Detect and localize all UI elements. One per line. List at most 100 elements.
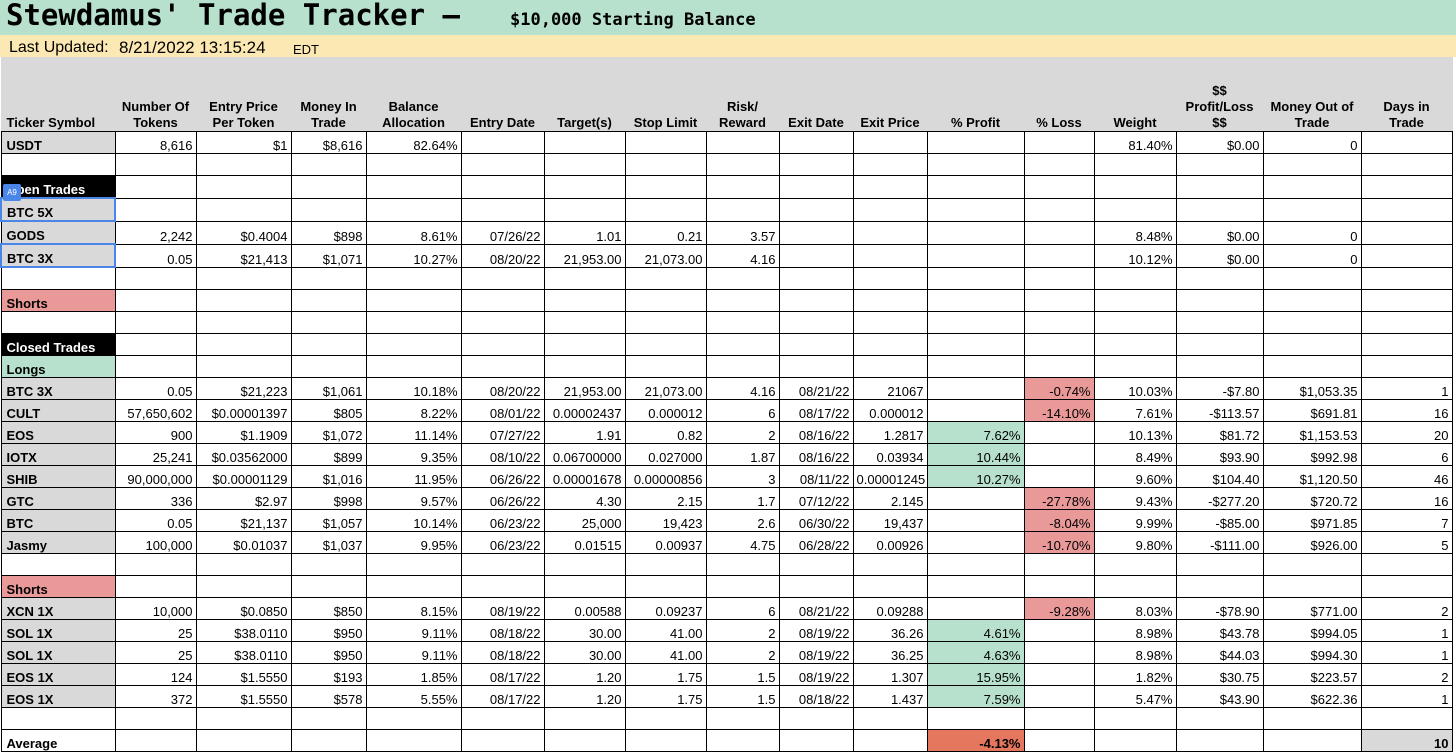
data-cell[interactable]: $994.05 xyxy=(1262,619,1362,642)
data-cell[interactable] xyxy=(926,266,1025,290)
data-cell[interactable]: 25 xyxy=(114,641,197,664)
column-header[interactable]: Ticker Symbol xyxy=(0,57,116,132)
data-cell[interactable]: 21,953.00 xyxy=(543,243,626,268)
data-cell[interactable]: 07/26/22 xyxy=(460,220,545,245)
data-cell[interactable] xyxy=(624,575,707,598)
ticker-cell[interactable]: SHIB xyxy=(0,465,116,488)
data-cell[interactable] xyxy=(852,707,928,730)
data-cell[interactable]: 7.59% xyxy=(926,685,1025,708)
data-cell[interactable]: $850 xyxy=(290,597,367,620)
data-cell[interactable] xyxy=(1175,729,1264,752)
data-cell[interactable] xyxy=(114,289,197,312)
data-cell[interactable] xyxy=(290,707,367,730)
column-header[interactable]: Stop Limit xyxy=(624,57,707,132)
data-cell[interactable]: 1 xyxy=(1360,685,1453,708)
data-cell[interactable]: $21,137 xyxy=(195,509,292,532)
data-cell[interactable] xyxy=(543,311,626,334)
data-cell[interactable]: 41.00 xyxy=(624,619,707,642)
data-cell[interactable]: 10.44% xyxy=(926,443,1025,466)
data-cell[interactable] xyxy=(852,243,928,268)
data-cell[interactable] xyxy=(778,355,854,378)
data-cell[interactable]: 10.13% xyxy=(1093,421,1177,444)
data-cell[interactable] xyxy=(1023,289,1095,312)
data-cell[interactable] xyxy=(1093,729,1177,752)
data-cell[interactable]: 06/30/22 xyxy=(778,509,854,532)
data-cell[interactable]: $0.0850 xyxy=(195,597,292,620)
data-cell[interactable] xyxy=(1175,707,1264,730)
data-cell[interactable]: $2.97 xyxy=(195,487,292,510)
ticker-cell[interactable]: BTC 3X xyxy=(0,377,116,400)
data-cell[interactable] xyxy=(1093,311,1177,334)
data-cell[interactable]: 0.09237 xyxy=(624,597,707,620)
data-cell[interactable]: 2,242 xyxy=(114,220,197,245)
data-cell[interactable] xyxy=(705,707,780,730)
data-cell[interactable] xyxy=(926,707,1025,730)
data-cell[interactable]: $1,016 xyxy=(290,465,367,488)
data-cell[interactable]: 4.16 xyxy=(705,377,780,400)
data-cell[interactable]: -$111.00 xyxy=(1175,531,1264,554)
data-cell[interactable]: 1 xyxy=(1360,377,1453,400)
data-cell[interactable]: 8.48% xyxy=(1093,220,1177,245)
data-cell[interactable]: 1.437 xyxy=(852,685,928,708)
data-cell[interactable]: $926.00 xyxy=(1262,531,1362,554)
data-cell[interactable] xyxy=(1093,153,1177,176)
data-cell[interactable]: 11.95% xyxy=(365,465,462,488)
data-cell[interactable]: 1 xyxy=(1360,641,1453,664)
data-cell[interactable] xyxy=(365,333,462,356)
data-cell[interactable]: 2.6 xyxy=(705,509,780,532)
data-cell[interactable]: 25 xyxy=(114,619,197,642)
data-cell[interactable] xyxy=(1360,175,1453,199)
ticker-cell[interactable]: SOL 1X xyxy=(0,619,116,642)
data-cell[interactable]: 1.82% xyxy=(1093,663,1177,686)
ticker-cell[interactable]: EOS 1X xyxy=(0,663,116,686)
data-cell[interactable] xyxy=(1023,465,1095,488)
data-cell[interactable]: 0.01515 xyxy=(543,531,626,554)
data-cell[interactable] xyxy=(926,175,1025,199)
data-cell[interactable]: 8.98% xyxy=(1093,619,1177,642)
column-header[interactable]: Money Out of Trade xyxy=(1262,57,1362,132)
data-cell[interactable] xyxy=(290,153,367,176)
column-header[interactable]: Days in Trade xyxy=(1360,57,1453,132)
data-cell[interactable]: 2.15 xyxy=(624,487,707,510)
data-cell[interactable] xyxy=(1023,131,1095,154)
data-cell[interactable] xyxy=(852,197,928,222)
data-cell[interactable]: 2 xyxy=(1360,597,1453,620)
data-cell[interactable]: $30.75 xyxy=(1175,663,1264,686)
data-cell[interactable]: 36.26 xyxy=(852,619,928,642)
data-cell[interactable]: 15.95% xyxy=(926,663,1025,686)
data-cell[interactable]: $0.00 xyxy=(1175,131,1264,154)
data-cell[interactable]: 06/23/22 xyxy=(460,509,545,532)
data-cell[interactable]: 8.61% xyxy=(365,220,462,245)
data-cell[interactable] xyxy=(926,131,1025,154)
data-cell[interactable] xyxy=(705,197,780,222)
data-cell[interactable] xyxy=(114,333,197,356)
data-cell[interactable] xyxy=(624,197,707,222)
data-cell[interactable]: 30.00 xyxy=(543,619,626,642)
data-cell[interactable] xyxy=(290,311,367,334)
data-cell[interactable] xyxy=(114,729,197,752)
data-cell[interactable]: 100,000 xyxy=(114,531,197,554)
data-cell[interactable]: -27.78% xyxy=(1023,487,1095,510)
data-cell[interactable]: 08/17/22 xyxy=(460,685,545,708)
data-cell[interactable]: 9.99% xyxy=(1093,509,1177,532)
data-cell[interactable] xyxy=(926,399,1025,422)
data-cell[interactable] xyxy=(460,266,545,290)
data-cell[interactable] xyxy=(195,729,292,752)
data-cell[interactable] xyxy=(290,266,367,290)
data-cell[interactable]: $971.85 xyxy=(1262,509,1362,532)
data-cell[interactable] xyxy=(195,266,292,290)
data-cell[interactable]: -$113.57 xyxy=(1175,399,1264,422)
data-cell[interactable]: $578 xyxy=(290,685,367,708)
ticker-cell[interactable]: Shorts xyxy=(0,289,116,312)
data-cell[interactable] xyxy=(290,289,367,312)
data-cell[interactable] xyxy=(926,597,1025,620)
data-cell[interactable]: 41.00 xyxy=(624,641,707,664)
data-cell[interactable] xyxy=(1262,575,1362,598)
data-cell[interactable] xyxy=(114,707,197,730)
data-cell[interactable]: 08/18/22 xyxy=(460,641,545,664)
data-cell[interactable]: $0.00 xyxy=(1175,243,1264,268)
data-cell[interactable]: 8.98% xyxy=(1093,641,1177,664)
data-cell[interactable] xyxy=(926,553,1025,576)
data-cell[interactable] xyxy=(543,153,626,176)
data-cell[interactable] xyxy=(1175,333,1264,356)
